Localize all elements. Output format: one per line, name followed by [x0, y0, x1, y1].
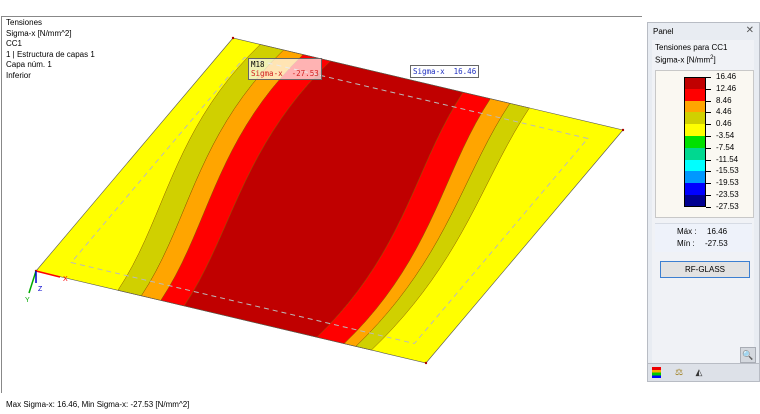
plate-model[interactable]: X Y Z: [2, 17, 642, 393]
3d-view[interactable]: X Y Z Tensiones Sigma-x [N/mm^2] CC1 1 | E…: [1, 16, 642, 409]
legend-color-1: [684, 88, 706, 101]
max-value-tooltip: Sigma-x 16.46: [410, 65, 480, 78]
panel-body: Tensiones para CC1 Sigma-x [N/mm2] 16.46…: [652, 40, 756, 370]
legend-tick: [706, 112, 711, 114]
panel-title: Panel: [653, 27, 674, 36]
unit-close: ]: [713, 55, 716, 65]
legend-color-2: [684, 100, 706, 113]
panel-heading: Tensiones para CC1: [655, 43, 728, 52]
tooltip-min-label: Sigma-x: [251, 69, 283, 78]
tooltip-node: M18: [251, 60, 265, 69]
legend-tick: [706, 171, 711, 173]
result-info: Tensiones Sigma-x [N/mm^2] CC1 1 | Estru…: [6, 18, 95, 81]
tooltip-min-value: -27.53: [291, 69, 319, 78]
legend-value: 12.46: [716, 83, 737, 93]
min-label: Mín :: [677, 239, 695, 248]
z-axis-label: Z: [38, 286, 43, 293]
max-min-box: Máx : 16.46 Mín : -27.53: [655, 223, 752, 252]
legend-value: -19.53: [716, 178, 739, 188]
legend-color-6: [684, 147, 706, 160]
legend-value: 0.46: [716, 119, 732, 129]
legend-tick: [706, 159, 711, 161]
legend-color-3: [684, 112, 706, 125]
info-line: Tensiones: [6, 18, 43, 27]
info-line: CC1: [6, 39, 23, 48]
legend-value: 4.46: [716, 107, 732, 117]
rf-glass-button[interactable]: RF-GLASS: [660, 261, 750, 278]
legend-value: -7.54: [716, 142, 735, 152]
legend-tick: [706, 206, 711, 208]
legend-value: -11.54: [716, 154, 739, 164]
status-text: Max Sigma-x: 16.46, Min Sigma-x: -27.53 …: [6, 400, 190, 409]
y-axis: [28, 270, 37, 294]
zoom-icon[interactable]: 🔍: [740, 347, 756, 363]
legend-tick: [706, 77, 711, 78]
legend-value: 16.46: [716, 72, 737, 81]
tooltip-max-value: 16.46: [453, 67, 477, 76]
legend-color-8: [684, 171, 706, 184]
corner-node: [621, 128, 625, 132]
unit-sup: 2: [710, 55, 714, 61]
legend-value: -15.53: [716, 166, 739, 176]
legend-tick: [706, 183, 711, 185]
tooltip-max-label: Sigma-x: [413, 67, 445, 76]
info-line: Sigma-x [N/mm^2]: [6, 28, 72, 38]
legend-tick: [706, 136, 711, 137]
corner-node: [231, 36, 235, 40]
unit-label: Sigma-x [N/mm2]: [655, 55, 716, 65]
legend-color-7: [684, 159, 706, 172]
legend-tick: [706, 100, 711, 102]
color-legend: 16.46 12.46 8.46 4.46 0.46 -3.54 -7.54 -11.54 -1…: [655, 70, 754, 218]
legend-tick: [706, 147, 711, 149]
legend-value: 8.46: [716, 95, 732, 105]
legend-value: -3.54: [716, 131, 735, 140]
legend-value: -27.53: [716, 201, 739, 211]
legend-color-9: [684, 183, 706, 195]
dashed-outline: [70, 56, 589, 345]
balance-icon[interactable]: ⚖: [674, 367, 684, 377]
legend-value: -23.53: [716, 190, 739, 199]
legend-color-4: [684, 124, 706, 136]
legend-tick: [706, 88, 711, 90]
close-icon[interactable]: ✕: [745, 25, 754, 36]
y-axis-label: Y: [25, 297, 30, 304]
legend-color-0: [684, 77, 706, 89]
measure-icon[interactable]: ◭: [695, 367, 703, 377]
corner-node: [424, 361, 428, 365]
info-line: Capa núm. 1: [6, 60, 52, 69]
min-value-tooltip: M18 Sigma-x -27.53: [248, 58, 322, 80]
legend-tick: [706, 195, 711, 196]
legend-tick: [706, 124, 711, 126]
unit-text: Sigma-x [N/mm: [655, 55, 711, 65]
x-axis: [35, 270, 61, 278]
min-value: -27.53: [705, 239, 728, 248]
panel-tabs: ⚖ ◭: [648, 363, 759, 381]
color-scale-icon[interactable]: [652, 367, 661, 378]
max-label: Máx :: [677, 227, 697, 236]
legend-color-10: [684, 195, 706, 207]
max-value: 16.46: [707, 227, 728, 236]
info-line: Inferior: [6, 70, 31, 80]
info-line: 1 | Estructura de capas 1: [6, 49, 95, 59]
legend-color-5: [684, 136, 706, 148]
panel: Panel ✕ Tensiones para CC1 Sigma-x [N/mm…: [647, 22, 760, 382]
x-axis-label: X: [63, 276, 68, 283]
